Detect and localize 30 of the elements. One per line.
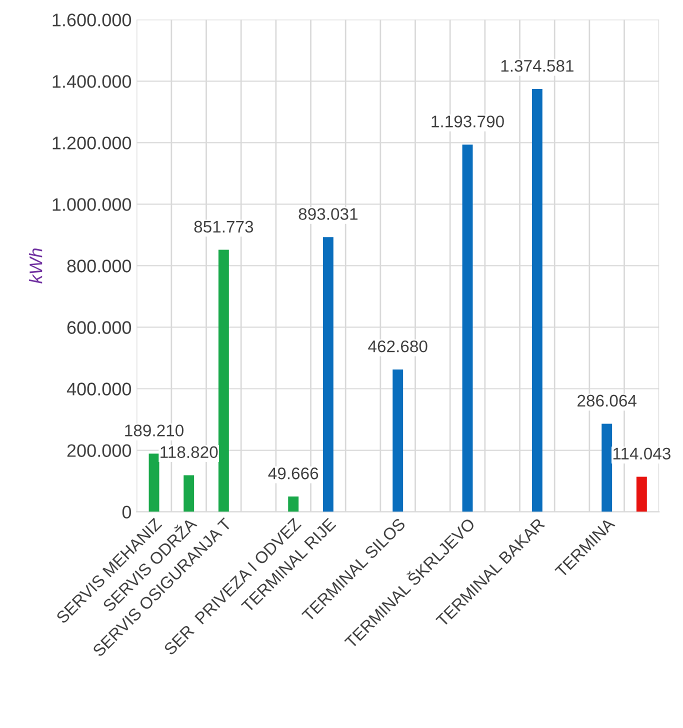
y-tick-label: 1.400.000 [52, 75, 132, 88]
data-label: 462.680 [368, 340, 428, 352]
data-label: 189.210 [125, 424, 184, 436]
bar [636, 476, 647, 512]
bar [462, 144, 473, 512]
data-label: 1.193.790 [432, 116, 504, 128]
data-label: 893.031 [298, 208, 358, 220]
bar [148, 454, 160, 512]
y-tick-label: 600.000 [67, 321, 132, 334]
bar [288, 496, 299, 512]
bar [532, 88, 542, 512]
bar [602, 424, 612, 512]
bar [322, 237, 334, 512]
y-tick-label: 1.600.000 [52, 14, 132, 26]
data-label: 1.374.581 [501, 60, 574, 72]
y-tick-label: 1.000.000 [52, 198, 132, 211]
bar [392, 369, 404, 512]
data-label: 118.820 [160, 446, 218, 458]
data-label: 114.043 [613, 448, 670, 460]
y-tick-label: 0 [122, 506, 132, 519]
bar [218, 250, 229, 512]
y-tick-label: 800.000 [67, 260, 132, 272]
bar [184, 475, 194, 512]
data-label: 49.666 [268, 468, 318, 480]
y-tick-label: 400.000 [66, 382, 132, 396]
y-axis-title: kWh [29, 248, 42, 284]
data-label: 286.064 [578, 394, 636, 407]
y-tick-label: 1.200.000 [52, 136, 132, 150]
y-tick-label: 200.000 [67, 444, 132, 457]
data-label: 851.773 [194, 220, 254, 233]
